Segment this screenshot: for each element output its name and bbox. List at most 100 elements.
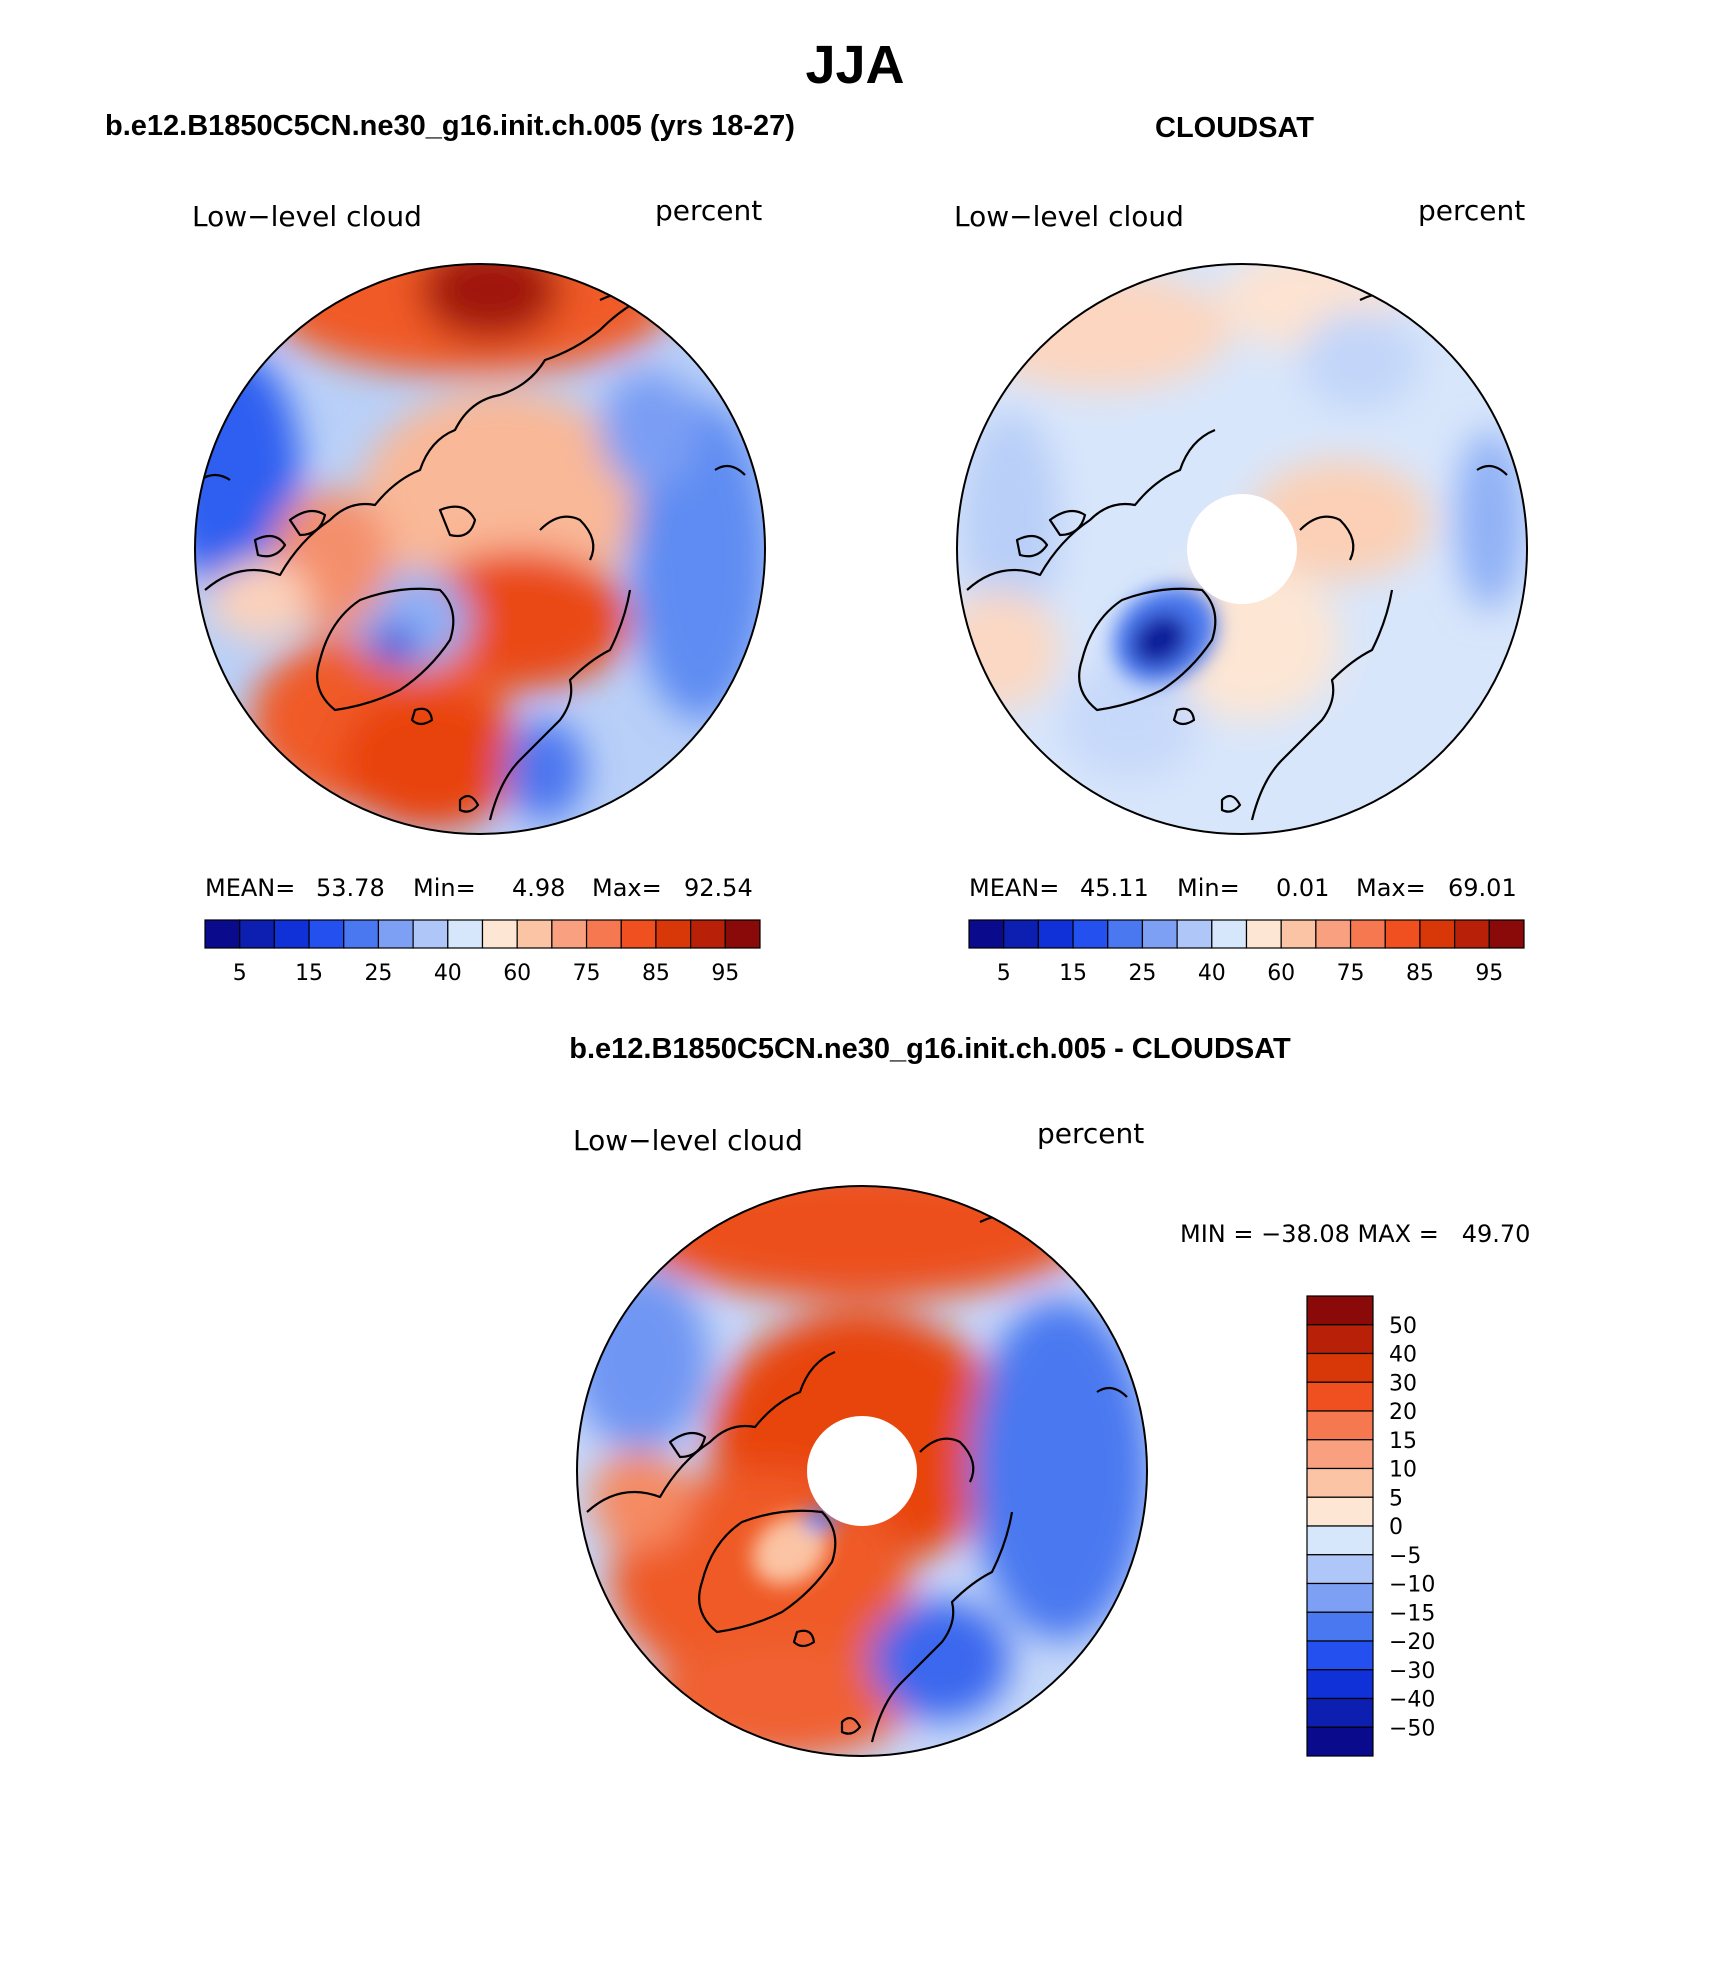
panel3-colorbar-swatch bbox=[1306, 1554, 1374, 1585]
panel1-variable-label: Low−level cloud bbox=[192, 200, 422, 233]
panel1-colorbar-tick-label: 60 bbox=[503, 961, 531, 986]
panel2-min-value: 0.01 bbox=[1276, 874, 1330, 902]
panel2-colorbar-swatch bbox=[1003, 919, 1039, 949]
panel2-colorbar: 5 15 25 40 60 75 85 95 bbox=[968, 919, 1525, 986]
panel1-colorbar-tick-label: 85 bbox=[642, 961, 670, 986]
panel2-colorbar-swatch bbox=[1349, 919, 1386, 949]
panel1-colorbar-swatch bbox=[655, 919, 692, 949]
panel1-header: b.e12.B1850C5CN.ne30_g16.init.ch.005 (yr… bbox=[105, 110, 795, 142]
panel1-colorbar-swatch bbox=[724, 919, 761, 949]
panel2-colorbar-swatch bbox=[1454, 919, 1490, 949]
panel3-colorbar-swatch bbox=[1306, 1496, 1374, 1527]
panel2-colorbar-tick-label: 15 bbox=[1059, 961, 1087, 986]
panel2-colorbar-swatch bbox=[1315, 919, 1352, 949]
panel2-units-label: percent bbox=[1418, 194, 1526, 227]
panel3-colorbar-swatch bbox=[1306, 1410, 1374, 1441]
panel1-polar-map bbox=[194, 263, 766, 835]
panel3-colorbar-swatch bbox=[1306, 1295, 1374, 1326]
panel2-colorbar-swatch bbox=[1072, 919, 1109, 949]
panel1-colorbar: 5 15 25 40 60 75 85 95 bbox=[204, 919, 761, 986]
panel3-colorbar-tick-label: 20 bbox=[1389, 1400, 1417, 1425]
panel3-colorbar-tick-label: 0 bbox=[1389, 1515, 1403, 1540]
panel1-mean-label: MEAN= bbox=[205, 874, 296, 902]
panel2-colorbar-tick-label: 60 bbox=[1267, 961, 1295, 986]
panel3-colorbar-tick-label: −40 bbox=[1389, 1688, 1435, 1713]
panel1-colorbar-swatch bbox=[308, 919, 345, 949]
panel2-colorbar-swatch bbox=[1141, 919, 1178, 949]
panel2-colorbar-swatch bbox=[1245, 919, 1282, 949]
panel2-max-label: Max= bbox=[1356, 874, 1426, 902]
panel1-colorbar-swatch bbox=[412, 919, 449, 949]
panel3-colorbar-tick-label: 15 bbox=[1389, 1429, 1417, 1454]
panel3-variable-label: Low−level cloud bbox=[573, 1124, 803, 1157]
panel1-max-label: Max= bbox=[592, 874, 662, 902]
panel3-colorbar-tick-label: −5 bbox=[1389, 1544, 1421, 1569]
panel1-colorbar-tick-label: 15 bbox=[295, 961, 323, 986]
panel2-mean-label: MEAN= bbox=[969, 874, 1060, 902]
panel3-header: b.e12.B1850C5CN.ne30_g16.init.ch.005 - C… bbox=[569, 1033, 1291, 1065]
panel1-min-label: Min= bbox=[413, 874, 476, 902]
panel3-colorbar-tick-label: −20 bbox=[1389, 1630, 1435, 1655]
panel2-min-label: Min= bbox=[1177, 874, 1240, 902]
panel1-colorbar-swatch bbox=[620, 919, 657, 949]
panel1-max-value: 92.54 bbox=[684, 874, 753, 902]
panel1-colorbar-swatch bbox=[481, 919, 518, 949]
panel1-colorbar-swatch bbox=[377, 919, 414, 949]
panel1-units-label: percent bbox=[655, 194, 763, 227]
panel2-colorbar-swatch bbox=[1176, 919, 1213, 949]
panel1-min-value: 4.98 bbox=[512, 874, 566, 902]
panel1-colorbar-swatch bbox=[273, 919, 310, 949]
panel3-colorbar-tick-label: 40 bbox=[1389, 1343, 1417, 1368]
panel2-colorbar-swatch bbox=[1107, 919, 1144, 949]
panel1-colorbar-tick-label: 95 bbox=[711, 961, 739, 986]
panel1-colorbar-tick-label: 25 bbox=[364, 961, 392, 986]
panel2-colorbar-tick-label: 95 bbox=[1475, 961, 1503, 986]
panel1-colorbar-swatch bbox=[239, 919, 275, 949]
panel2-colorbar-tick-label: 85 bbox=[1406, 961, 1434, 986]
panel3-minmax: MIN = −38.08 MAX = 49.70 bbox=[1180, 1220, 1531, 1248]
panel3-colorbar-swatch bbox=[1306, 1439, 1374, 1470]
panel2-colorbar-tick-label: 75 bbox=[1337, 961, 1365, 986]
panel3-colorbar-swatch bbox=[1306, 1697, 1374, 1728]
panel2-colorbar-tick-label: 40 bbox=[1198, 961, 1226, 986]
panel2-colorbar-swatch bbox=[1384, 919, 1421, 949]
panel2-colorbar-tick-label: 5 bbox=[997, 961, 1011, 986]
panel2-variable-label: Low−level cloud bbox=[954, 200, 1184, 233]
panel3-colorbar-tick-label: −30 bbox=[1389, 1659, 1435, 1684]
panel1-colorbar-swatch bbox=[551, 919, 588, 949]
panel2-colorbar-swatch bbox=[1211, 919, 1248, 949]
panel3-colorbar-swatch bbox=[1306, 1669, 1374, 1700]
panel3-colorbar-swatch bbox=[1306, 1726, 1374, 1757]
panel1-colorbar-swatch bbox=[204, 919, 241, 949]
panel3-colorbar-swatch bbox=[1306, 1611, 1374, 1642]
panel2-colorbar-swatch bbox=[968, 919, 1005, 949]
panel3-colorbar-swatch bbox=[1306, 1381, 1374, 1412]
panel1-mean-value: 53.78 bbox=[316, 874, 385, 902]
panel1-colorbar-tick-label: 75 bbox=[573, 961, 601, 986]
panel1-colorbar-swatch bbox=[447, 919, 484, 949]
panel3-colorbar-swatch bbox=[1306, 1582, 1374, 1613]
panel3-units-label: percent bbox=[1037, 1117, 1145, 1150]
panel2-header: CLOUDSAT bbox=[1155, 112, 1314, 144]
panel3-colorbar-swatch bbox=[1306, 1467, 1374, 1498]
panel3-colorbar-swatch bbox=[1306, 1324, 1374, 1355]
panel2-colorbar-tick-label: 25 bbox=[1128, 961, 1156, 986]
panel2-max-value: 69.01 bbox=[1448, 874, 1517, 902]
panel2-colorbar-swatch bbox=[1037, 919, 1074, 949]
panel3-colorbar-swatch bbox=[1306, 1525, 1374, 1556]
panel3-polar-map bbox=[576, 1185, 1148, 1757]
panel1-colorbar-tick-label: 5 bbox=[233, 961, 247, 986]
panel1-colorbar-tick-label: 40 bbox=[434, 961, 462, 986]
panel2-colorbar-swatch bbox=[1280, 919, 1317, 949]
panel2-colorbar-swatch bbox=[1419, 919, 1456, 949]
page-title: JJA bbox=[805, 35, 905, 95]
panel3-colorbar-tick-label: −50 bbox=[1389, 1716, 1435, 1741]
panel3-colorbar-tick-label: −10 bbox=[1389, 1573, 1435, 1598]
panel3-colorbar-tick-label: 10 bbox=[1389, 1458, 1417, 1483]
panel2-polar-map bbox=[956, 263, 1528, 835]
panel1-colorbar-swatch bbox=[516, 919, 553, 949]
panel3-colorbar-tick-label: 50 bbox=[1389, 1314, 1417, 1339]
panel2-colorbar-swatch bbox=[1488, 919, 1525, 949]
